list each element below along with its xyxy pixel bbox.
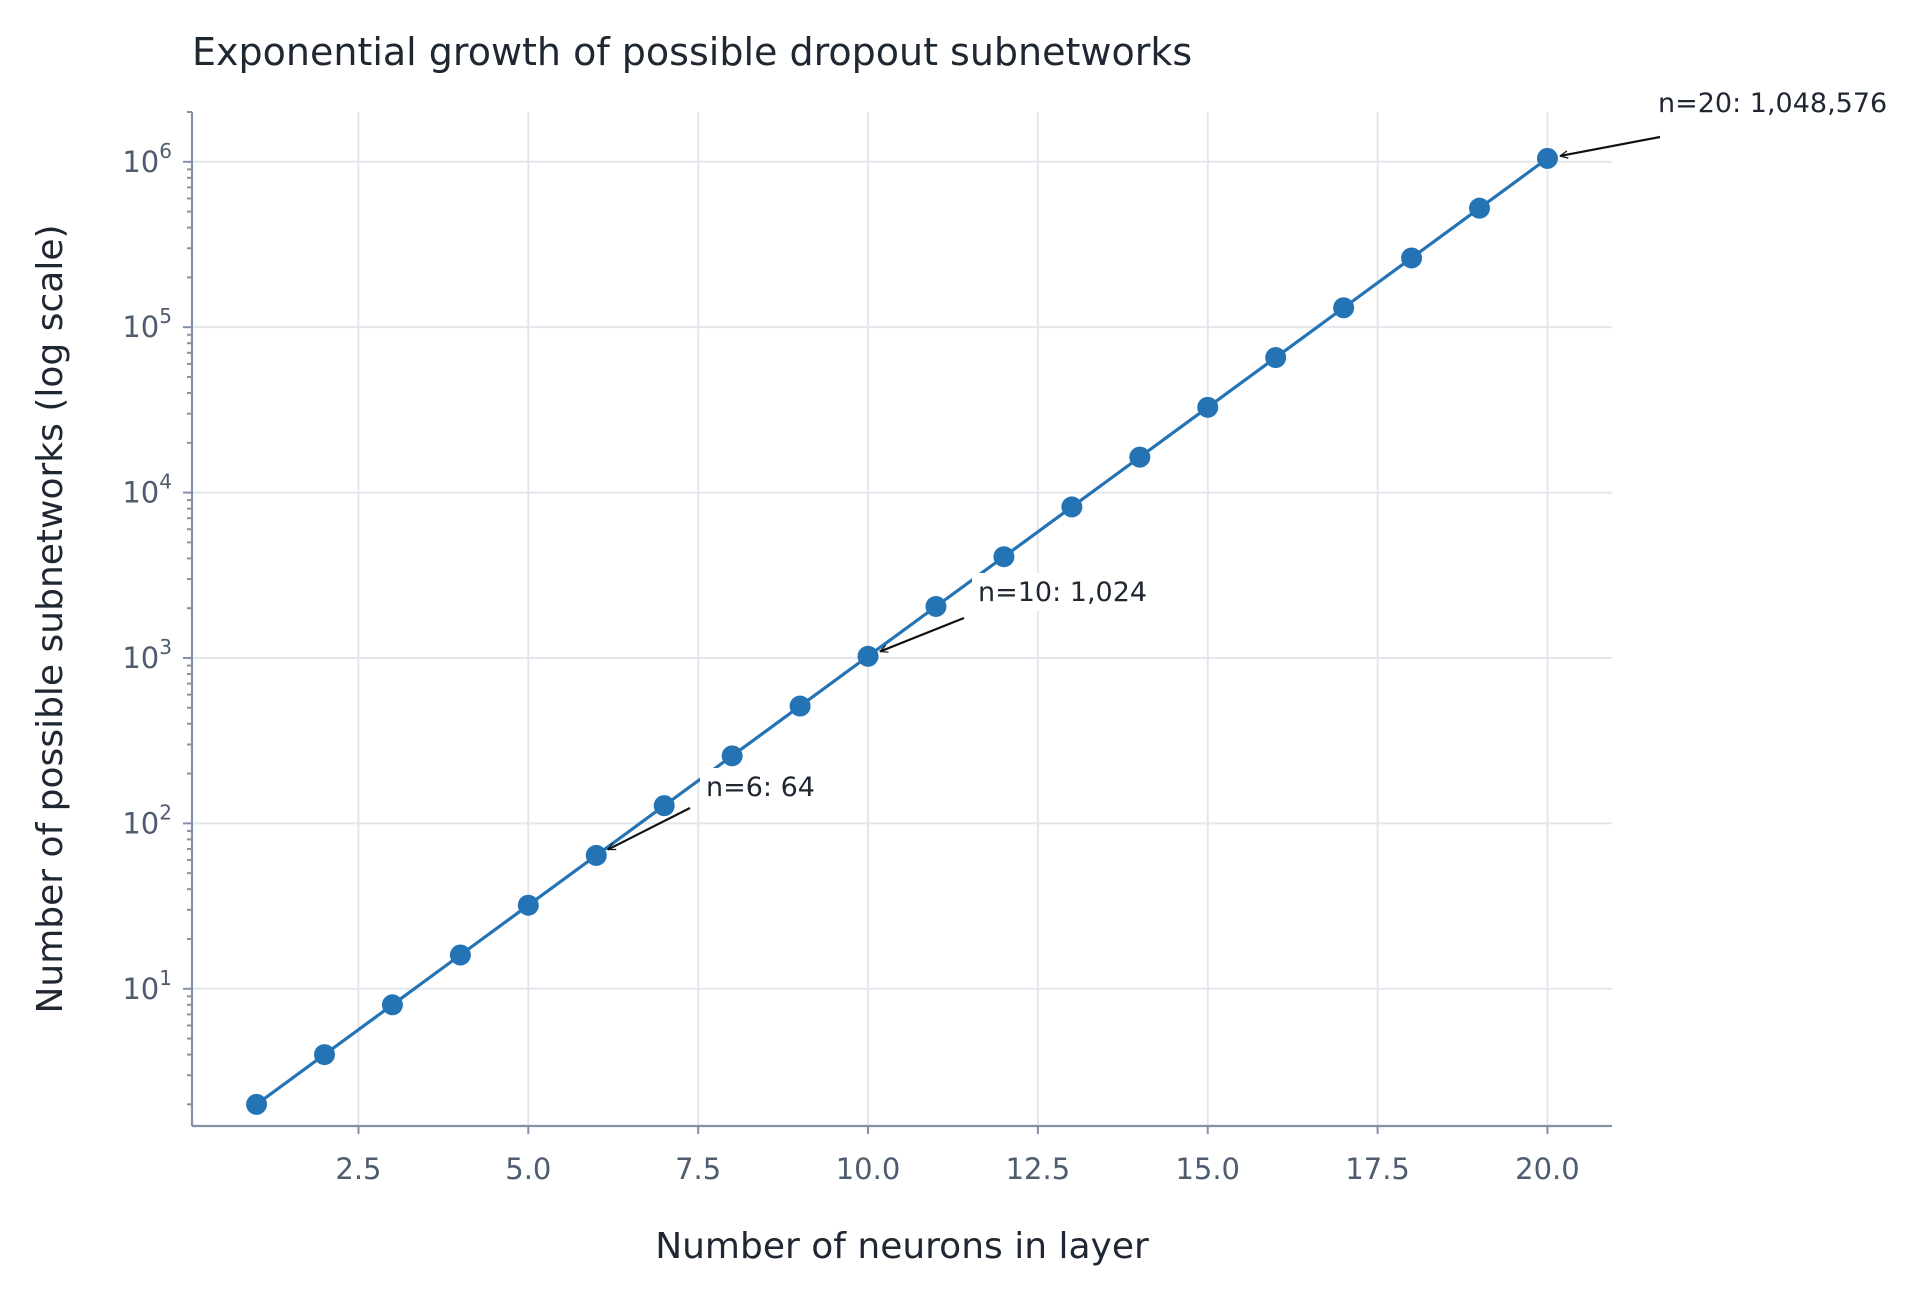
annotation-label: n=6: 64 [706, 772, 815, 803]
series [246, 147, 1558, 1115]
annotation-arrow [880, 616, 965, 651]
annotation-background [972, 573, 1160, 611]
data-point [313, 1044, 335, 1066]
y-tick-label: 101 [122, 966, 172, 1006]
y-tick-label: 105 [122, 304, 172, 344]
data-point [585, 844, 607, 866]
annotation-label: n=10: 1,024 [978, 577, 1147, 608]
data-point [1265, 347, 1287, 369]
annotation-arrow [1560, 135, 1661, 156]
data-point [1536, 147, 1558, 169]
x-axis-label: Number of neurons in layer [655, 1226, 1149, 1267]
x-tick-label: 17.5 [1345, 1152, 1410, 1186]
y-tick-label: 104 [122, 470, 172, 510]
data-point [517, 894, 539, 916]
y-tick-label: 106 [122, 139, 172, 179]
data-point [1061, 496, 1083, 518]
data-point [721, 745, 743, 767]
y-ticks: 101 102 103 104 105 106 [122, 139, 192, 1006]
grid [192, 112, 1612, 1126]
x-tick-label: 12.5 [1006, 1152, 1071, 1186]
data-point [1333, 297, 1355, 319]
data-point [1401, 247, 1423, 269]
annotation-background [700, 768, 824, 806]
annotation-arrow [608, 807, 691, 851]
annotation-label: n=20: 1,048,576 [1658, 88, 1887, 119]
series-line [255, 157, 1549, 1106]
data-point [1197, 396, 1219, 418]
x-tick-label: 5.0 [505, 1152, 551, 1186]
data-point [246, 1093, 268, 1115]
x-tick-label: 7.5 [675, 1152, 721, 1186]
data-point [1129, 446, 1151, 468]
data-point [789, 695, 811, 717]
y-tick-label: 102 [122, 800, 172, 840]
data-point [381, 994, 403, 1016]
x-tick-label: 20.0 [1515, 1152, 1580, 1186]
data-point [857, 645, 879, 667]
data-point [1469, 197, 1491, 219]
y-tick-label: 103 [122, 635, 172, 675]
x-tick-label: 15.0 [1175, 1152, 1240, 1186]
chart-title: Exponential growth of possible dropout s… [192, 30, 1192, 74]
x-tick-label: 2.5 [335, 1152, 381, 1186]
data-point [653, 795, 675, 817]
data-point [449, 944, 471, 966]
x-ticks: 2.5 5.0 7.5 10.0 12.5 15.0 17.5 20.0 [335, 1126, 1580, 1186]
x-tick-label: 10.0 [836, 1152, 901, 1186]
axes [190, 112, 1612, 1128]
annotations: n=6: 64 n=10: 1,024 n=20: 1,048,576 [608, 88, 1887, 851]
y-axis-label: Number of possible subnetworks (log scal… [30, 224, 71, 1013]
data-point [925, 595, 947, 617]
data-point [993, 546, 1015, 568]
